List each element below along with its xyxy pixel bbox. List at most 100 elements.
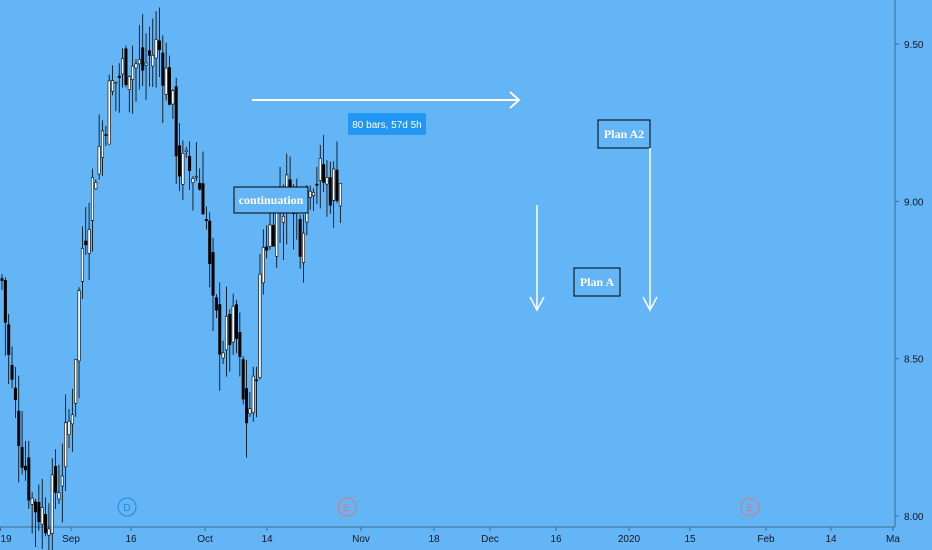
candle-body	[121, 58, 125, 75]
candle-body	[191, 178, 195, 183]
candle-body	[318, 158, 322, 181]
candle-body	[127, 76, 131, 90]
candle-body	[258, 273, 262, 378]
price-axis[interactable]: 12.5012.0011.5011.0010.5010.009.509.008.…	[895, 0, 929, 523]
x-tick-label: 2020	[618, 534, 641, 545]
plan-a2-label[interactable]: Plan A2	[597, 119, 651, 149]
candle-body	[30, 497, 34, 505]
candle-body	[335, 169, 339, 201]
x-tick-label: Feb	[757, 534, 775, 545]
candle-body	[181, 153, 185, 185]
candle-body	[137, 59, 141, 65]
x-tick-label: Dec	[481, 534, 499, 545]
x-tick-label: 16	[125, 534, 137, 545]
candle-body	[124, 48, 128, 85]
plan-a-arrow[interactable]	[529, 205, 545, 312]
candle-body	[224, 316, 228, 351]
candle-body	[161, 52, 165, 86]
plan-a-text: Plan A	[580, 275, 615, 289]
candle-body	[214, 297, 218, 311]
candle-body	[204, 219, 208, 222]
candle-body	[80, 248, 84, 282]
candle-body	[74, 359, 78, 404]
candle-body	[151, 55, 155, 67]
candle-body	[301, 232, 305, 263]
x-tick-label: Sep	[62, 534, 80, 545]
candle-body	[238, 332, 242, 357]
event-marker-letter: D	[123, 503, 130, 514]
time-axis[interactable]: 19 Sep 16 Oct 14 Nov 18 Dec 16 2020 15 Feb 14 Ma	[0, 527, 901, 545]
candle-body	[174, 86, 178, 157]
candle-body	[184, 149, 188, 152]
candle-body	[168, 67, 172, 105]
x-tick-label: 14	[825, 534, 837, 545]
candle-body	[147, 50, 151, 56]
x-tick-label: 16	[550, 534, 562, 545]
candle-body	[20, 446, 24, 468]
event-marker-icon[interactable]	[740, 497, 760, 517]
candle-body	[111, 80, 115, 92]
candle-body	[188, 156, 192, 172]
candle-body	[50, 474, 54, 534]
x-tick-label: Ma	[886, 534, 900, 545]
candle-body	[0, 278, 4, 281]
candle-body	[77, 290, 81, 362]
candle-body	[101, 130, 105, 158]
event-marker-icon[interactable]	[117, 497, 137, 517]
candle-body	[33, 501, 37, 513]
continuation-label[interactable]: continuation	[233, 186, 309, 214]
candle-body	[40, 507, 44, 525]
candle-body	[231, 305, 235, 343]
x-tick-label: Oct	[197, 534, 213, 545]
plan-a2-text: Plan A2	[604, 127, 644, 141]
candle-body	[265, 246, 269, 251]
candles	[0, 7, 342, 550]
candle-body	[178, 145, 182, 177]
candle-body	[248, 408, 252, 415]
y-tick-label: 9.00	[904, 197, 924, 208]
candle-body	[241, 359, 245, 400]
candle-body	[60, 475, 64, 487]
measure-label[interactable]: 80 bars, 57d 5h	[348, 113, 426, 135]
y-tick-label: 8.50	[904, 355, 924, 366]
time-arrow[interactable]	[252, 91, 521, 109]
event-marker-icon[interactable]	[337, 497, 357, 517]
event-marker-letter: E	[747, 503, 754, 514]
candle-body	[67, 420, 71, 435]
candle-body	[275, 207, 279, 257]
plan-a-label[interactable]: Plan A	[573, 267, 621, 297]
candle-body	[117, 75, 121, 78]
plan-a2-arrow[interactable]	[642, 148, 658, 312]
x-tick-label: 14	[261, 534, 273, 545]
candle-body	[87, 229, 91, 254]
candle-body	[228, 313, 232, 346]
candle-body	[164, 67, 168, 95]
candle-body	[221, 352, 225, 359]
candle-body	[271, 224, 275, 247]
candle-body	[208, 220, 212, 264]
candle-body	[281, 215, 285, 223]
event-marker-letter: E	[344, 503, 351, 514]
candle-body	[332, 168, 336, 201]
candle-body	[97, 146, 101, 175]
candle-body	[47, 528, 51, 536]
measure-text: 80 bars, 57d 5h	[352, 120, 422, 131]
candle-body	[194, 175, 198, 178]
x-tick-label: 15	[684, 534, 696, 545]
candle-body	[235, 304, 239, 339]
candle-body	[245, 388, 249, 424]
candle-body	[7, 324, 11, 355]
candle-body	[325, 177, 329, 185]
y-tick-label: 9.50	[904, 40, 924, 51]
candle-body	[218, 304, 222, 355]
candle-body	[17, 410, 21, 447]
candle-body	[198, 182, 202, 190]
candle-body	[322, 164, 326, 183]
candle-body	[44, 514, 48, 534]
x-tick-label: 18	[428, 534, 440, 545]
candle-body	[268, 224, 272, 247]
candle-body	[90, 176, 94, 221]
